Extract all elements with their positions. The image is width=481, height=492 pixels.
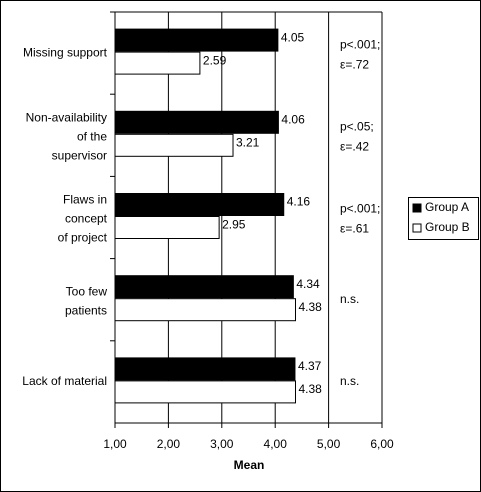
- value-label: 4.38: [298, 382, 322, 396]
- y-tick-label: patients: [65, 303, 107, 317]
- annotation: p<.001;: [340, 37, 380, 51]
- y-tick-label: Non-availability: [26, 110, 107, 124]
- value-label: 2.95: [222, 218, 246, 232]
- y-tick-label: Missing support: [23, 45, 108, 59]
- y-tick-label: supervisor: [52, 148, 107, 162]
- bar: [114, 28, 279, 52]
- value-label: 4.37: [298, 359, 322, 373]
- x-axis-label: Mean: [234, 458, 265, 472]
- bar: [114, 133, 234, 157]
- y-tick-label: Lack of material: [22, 374, 107, 388]
- x-tick-label: 6,00: [370, 437, 394, 451]
- legend-label: Group B: [425, 220, 470, 234]
- x-tick-label: 2,00: [157, 437, 181, 451]
- value-label: 4.06: [281, 112, 305, 126]
- y-tick-label: of the: [77, 129, 107, 143]
- legend-swatch: [412, 203, 422, 213]
- x-tick-label: 1,00: [103, 437, 127, 451]
- bar: [114, 110, 279, 134]
- annotation: ε=.72: [340, 57, 369, 71]
- bar: [114, 298, 296, 322]
- value-label: 4.16: [287, 195, 311, 209]
- annotation: ε=.61: [340, 222, 369, 236]
- annotation: ε=.42: [340, 139, 369, 153]
- annotation: n.s.: [340, 374, 359, 388]
- bar: [114, 51, 201, 75]
- legend-swatch: [412, 223, 422, 233]
- bar: [114, 380, 296, 404]
- annotation: p<.001;: [340, 202, 380, 216]
- value-label: 3.21: [236, 135, 260, 149]
- bar: [114, 216, 220, 239]
- y-tick-label: Too few: [66, 284, 108, 298]
- value-label: 4.34: [296, 277, 320, 291]
- bar: [114, 275, 294, 299]
- annotation: n.s.: [340, 292, 359, 306]
- x-tick-label: 3,00: [210, 437, 234, 451]
- value-label: 2.59: [203, 53, 227, 67]
- legend-label: Group A: [425, 200, 469, 214]
- x-tick-label: 5,00: [317, 437, 341, 451]
- value-label: 4.05: [281, 30, 305, 44]
- y-tick-label: Flaws in: [63, 193, 107, 207]
- bar: [114, 357, 296, 381]
- y-tick-label: of project: [58, 231, 108, 245]
- value-label: 4.38: [298, 300, 322, 314]
- annotation: p<.05;: [340, 119, 374, 133]
- y-tick-label: concept: [65, 212, 108, 226]
- bar: [114, 193, 285, 216]
- x-tick-label: 4,00: [264, 437, 288, 451]
